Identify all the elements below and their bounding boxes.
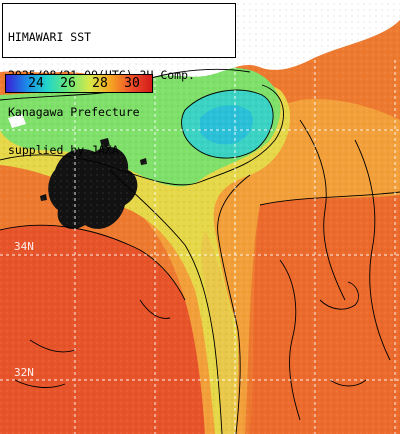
- latitude-label: 34N: [14, 240, 34, 253]
- isotherm-contour: [354, 139, 391, 361]
- colorbar-legend: 24 26 28 30: [5, 74, 153, 93]
- isotherm-contour: [0, 224, 186, 301]
- header-line-title: HIMAWARI SST: [8, 30, 92, 44]
- colorbar-label: 28: [92, 76, 108, 91]
- isotherm-contour: [181, 89, 274, 159]
- isotherm-contour: [329, 379, 367, 387]
- isotherm-contour: [217, 174, 251, 434]
- isotherm-contour: [279, 259, 301, 421]
- header-box: HIMAWARI SST 2025/08/21 09(UTC) 3H Comp.…: [2, 3, 236, 156]
- isotherm-contour: [14, 379, 66, 388]
- isotherm-contour: [139, 299, 171, 319]
- isotherm-contour: [29, 339, 76, 353]
- colorbar-label: 26: [60, 76, 76, 91]
- colorbar-label: 24: [28, 76, 44, 91]
- latitude-label: 32N: [14, 366, 34, 379]
- isotherm-contour: [109, 169, 223, 434]
- isotherm-contour: [0, 84, 284, 186]
- header-line-region: Kanagawa Prefecture: [8, 105, 140, 119]
- colorbar-label: 30: [124, 76, 140, 91]
- graticule: [0, 60, 400, 434]
- isotherm-contour: [319, 281, 359, 310]
- header-line-credit: supplied by JAXA: [8, 142, 119, 157]
